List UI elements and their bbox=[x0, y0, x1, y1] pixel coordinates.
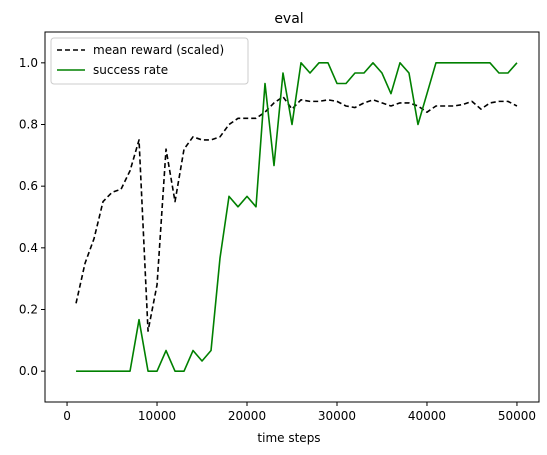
x-tick-label: 0 bbox=[63, 409, 71, 423]
y-tick-label: 0.8 bbox=[19, 118, 38, 132]
y-tick-label: 0.0 bbox=[19, 364, 38, 378]
y-tick-label: 0.2 bbox=[19, 303, 38, 317]
plot-frame bbox=[44, 31, 540, 403]
series-line-1 bbox=[76, 62, 518, 372]
legend: mean reward (scaled) success rate bbox=[50, 37, 249, 85]
legend-box bbox=[50, 37, 249, 85]
series-line-0 bbox=[75, 95, 518, 332]
x-tick-label: 30000 bbox=[318, 409, 356, 423]
x-axis-label: time steps bbox=[257, 431, 320, 445]
y-tick-label: 0.6 bbox=[19, 179, 38, 193]
chart-title: eval bbox=[274, 11, 303, 27]
legend-label: success rate bbox=[93, 63, 168, 77]
x-tick-label: 50000 bbox=[498, 409, 536, 423]
series-layer bbox=[75, 62, 518, 372]
ticks-layer: 0 10000 20000 30000 40000 50000 0.0 0.2 0.4 0.6 0.… bbox=[19, 56, 536, 423]
y-tick-label: 0.4 bbox=[19, 241, 38, 255]
legend-label: mean reward (scaled) bbox=[93, 43, 224, 57]
y-tick-label: 1.0 bbox=[19, 56, 38, 70]
x-tick-label: 20000 bbox=[228, 409, 266, 423]
x-tick-label: 10000 bbox=[138, 409, 176, 423]
x-tick-label: 40000 bbox=[408, 409, 446, 423]
